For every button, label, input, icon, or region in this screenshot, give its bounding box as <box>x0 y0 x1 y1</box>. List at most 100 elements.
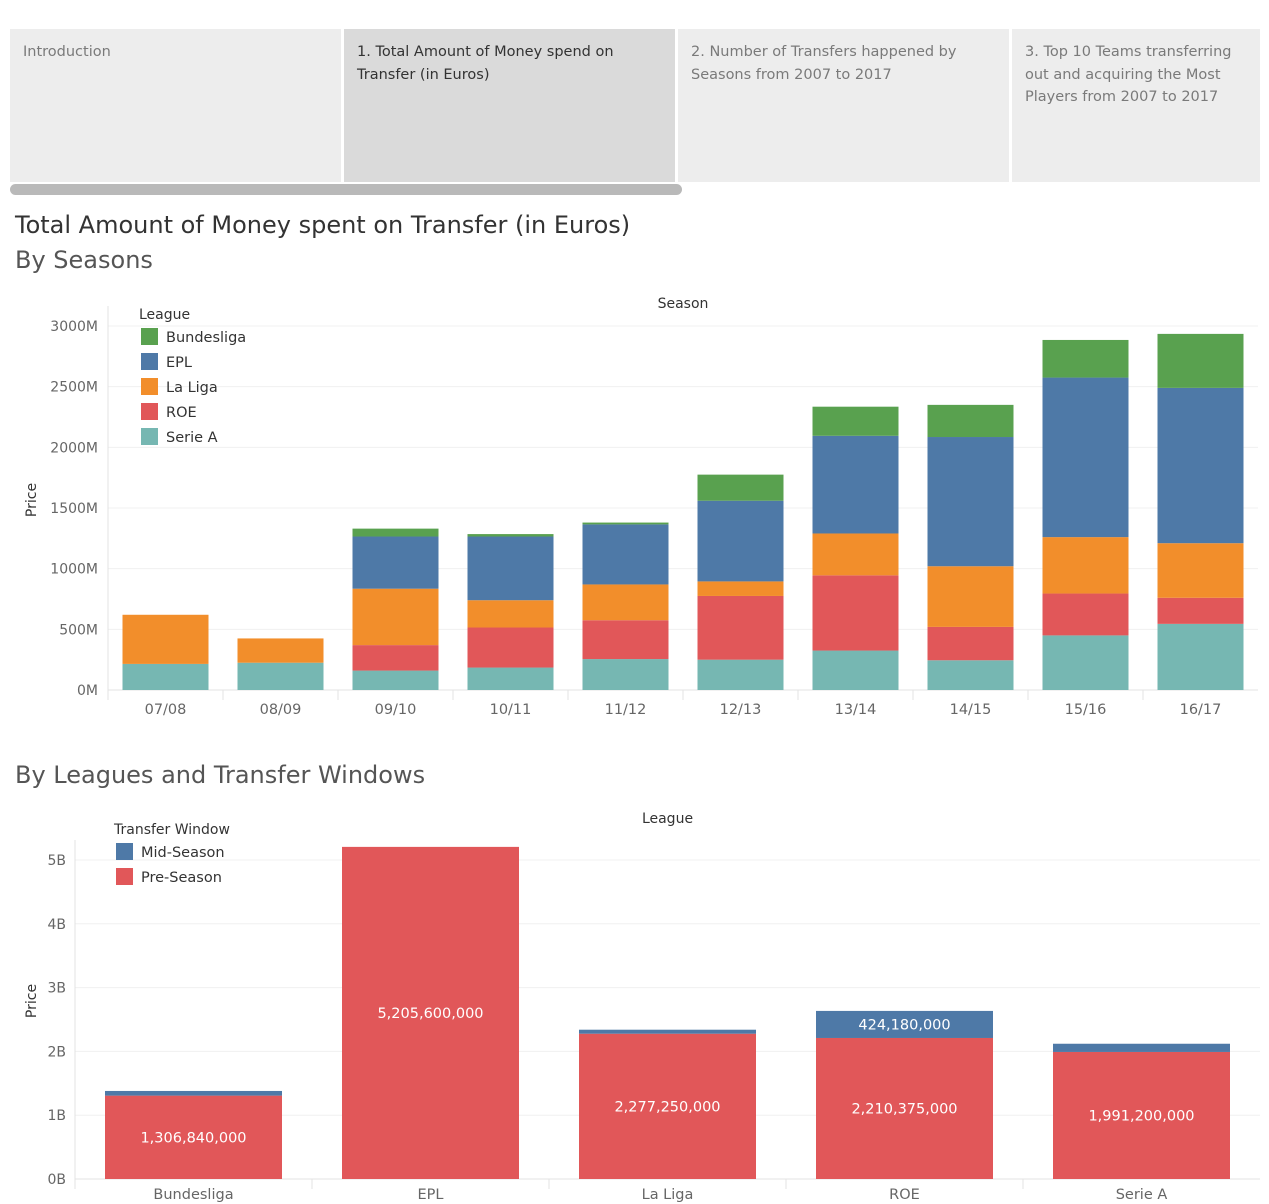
bar-segment-roe-14-15 <box>927 626 1014 661</box>
y-tick-label: 0B <box>47 1172 66 1188</box>
x-tick-label: ROE <box>889 1187 920 1203</box>
y-tick-label: 2500M <box>50 380 98 396</box>
bar-segment-serie-a-14-15 <box>927 660 1014 690</box>
bar-segment-roe-16-17 <box>1157 597 1244 624</box>
bar-segment-roe-15-16 <box>1042 593 1129 636</box>
bar-segment-roe-11-12 <box>582 620 669 660</box>
y-tick-label: 5B <box>47 853 66 869</box>
x-tick-label: Serie A <box>1116 1187 1168 1203</box>
data-label: 1,306,840,000 <box>140 1130 246 1146</box>
bar-segment-mid-season-serie-a <box>1053 1043 1230 1052</box>
data-label: 424,180,000 <box>858 1017 950 1033</box>
bar-segment-bundesliga-14-15 <box>927 404 1014 438</box>
seasons-stacked-bar-chart: 0M 500M 1000M 1500M 2000M 2500M 3000M Season Pri… <box>24 296 1258 718</box>
y-axis-label: Price <box>24 984 40 1018</box>
bar-segment-la-liga-07-08 <box>122 614 209 664</box>
x-tick-label: La Liga <box>642 1187 694 1203</box>
x-tick-label: 09/10 <box>375 702 417 718</box>
bar-segment-bundesliga-12-13 <box>697 474 784 501</box>
bar-segment-epl-09-10 <box>352 536 439 589</box>
bar-segment-serie-a-11-12 <box>582 659 669 690</box>
bar-segment-serie-a-12-13 <box>697 659 784 690</box>
legend-label-pre-season: Pre-Season <box>141 870 222 886</box>
y-tick-label: 3B <box>47 981 66 997</box>
bar-segment-la-liga-15-16 <box>1042 537 1129 594</box>
legend-swatch-epl <box>141 353 158 370</box>
tab-introduction[interactable]: Introduction <box>10 29 341 182</box>
bar-segment-serie-a-09-10 <box>352 670 439 690</box>
bar-segment-la-liga-16-17 <box>1157 543 1244 598</box>
bar-segment-la-liga-12-13 <box>697 581 784 596</box>
bar-segment-serie-a-16-17 <box>1157 623 1244 690</box>
bar-segment-pre-season-epl <box>342 846 519 1179</box>
legend-swatch-la-liga <box>141 378 158 395</box>
bar-segment-pre-season-la-liga <box>579 1033 756 1179</box>
data-label: 2,210,375,000 <box>851 1101 957 1117</box>
legend-label-la-liga: La Liga <box>166 380 218 396</box>
legend-label-serie-a: Serie A <box>166 430 218 446</box>
data-label: 1,991,200,000 <box>1088 1108 1194 1124</box>
x-tick-label: 15/16 <box>1065 702 1107 718</box>
legend-label-mid-season: Mid-Season <box>141 845 225 861</box>
tab-label: 2. Number of Transfers happened by Seaso… <box>691 44 957 83</box>
x-tick-label: 08/09 <box>260 702 302 718</box>
bar-segment-bundesliga-10-11 <box>467 534 554 537</box>
x-tick-label: 10/11 <box>490 702 532 718</box>
bar-segment-serie-a-13-14 <box>812 650 899 690</box>
y-tick-label: 1000M <box>50 562 98 578</box>
bar-segment-la-liga-10-11 <box>467 600 554 628</box>
x-tick-label: 16/17 <box>1180 702 1222 718</box>
bar-segment-roe-10-11 <box>467 627 554 668</box>
y-tick-label: 3000M <box>50 319 98 335</box>
page-title: Total Amount of Money spent on Transfer … <box>15 211 631 239</box>
story-navigator: Introduction 1. Total Amount of Money sp… <box>10 29 1260 182</box>
tabs-scrollbar[interactable] <box>10 184 682 195</box>
bar-segment-bundesliga-16-17 <box>1157 333 1244 388</box>
bar-segment-bundesliga-09-10 <box>352 528 439 537</box>
section-title-leagues: By Leagues and Transfer Windows <box>15 761 426 789</box>
y-tick-label: 0M <box>77 683 98 699</box>
bar-segment-epl-13-14 <box>812 435 899 534</box>
x-tick-label: 07/08 <box>145 702 187 718</box>
bar-segment-epl-16-17 <box>1157 387 1244 544</box>
y-tick-label: 2000M <box>50 440 98 456</box>
chart-header: Season <box>658 296 709 312</box>
x-tick-label: 12/13 <box>720 702 762 718</box>
legend-label-bundesliga: Bundesliga <box>166 330 246 346</box>
legend-title: Transfer Window <box>113 822 230 838</box>
tab-label: 1. Total Amount of Money spend on Transf… <box>357 44 614 83</box>
bar-segment-la-liga-11-12 <box>582 584 669 621</box>
leagues-stacked-bar-chart: 0B 1B 2B 3B 4B 5B League Price 1,306,840,000 Bund… <box>24 811 1260 1203</box>
tab-label: Introduction <box>23 44 111 60</box>
bar-segment-serie-a-07-08 <box>122 663 209 690</box>
chart-header: League <box>642 811 693 827</box>
bar-segment-mid-season-la-liga <box>579 1029 756 1034</box>
bar-segment-epl-12-13 <box>697 500 784 582</box>
y-tick-label: 2B <box>47 1044 66 1060</box>
bar-segment-roe-13-14 <box>812 575 899 651</box>
bar-segment-epl-11-12 <box>582 524 669 585</box>
y-axis-label: Price <box>24 483 40 517</box>
bar-segment-epl-15-16 <box>1042 377 1129 538</box>
bar-segment-roe-09-10 <box>352 645 439 671</box>
bar-segment-mid-season-roe <box>816 1010 993 1038</box>
bar-segment-serie-a-10-11 <box>467 667 554 690</box>
bar-segment-mid-season-bundesliga <box>105 1090 282 1096</box>
x-tick-label: 14/15 <box>950 702 992 718</box>
y-tick-label: 500M <box>59 622 98 638</box>
legend-swatch-mid-season <box>116 843 133 860</box>
tab-number-of-transfers[interactable]: 2. Number of Transfers happened by Seaso… <box>678 29 1009 182</box>
scrollbar-thumb[interactable] <box>10 184 682 195</box>
tab-top-10-teams[interactable]: 3. Top 10 Teams transferring out and acq… <box>1012 29 1260 182</box>
bar-segment-roe-12-13 <box>697 595 784 660</box>
bar-segment-la-liga-14-15 <box>927 566 1014 627</box>
x-tick-label: EPL <box>418 1187 444 1203</box>
legend-swatch-bundesliga <box>141 328 158 345</box>
tab-total-money[interactable]: 1. Total Amount of Money spend on Transf… <box>344 29 675 182</box>
bar-segment-la-liga-08-09 <box>237 638 324 663</box>
y-tick-label: 1500M <box>50 501 98 517</box>
legend-label-epl: EPL <box>166 355 192 371</box>
bar-segment-pre-season-serie-a <box>1053 1051 1230 1179</box>
bar-segment-serie-a-08-09 <box>237 662 324 690</box>
x-tick-label: 11/12 <box>605 702 647 718</box>
